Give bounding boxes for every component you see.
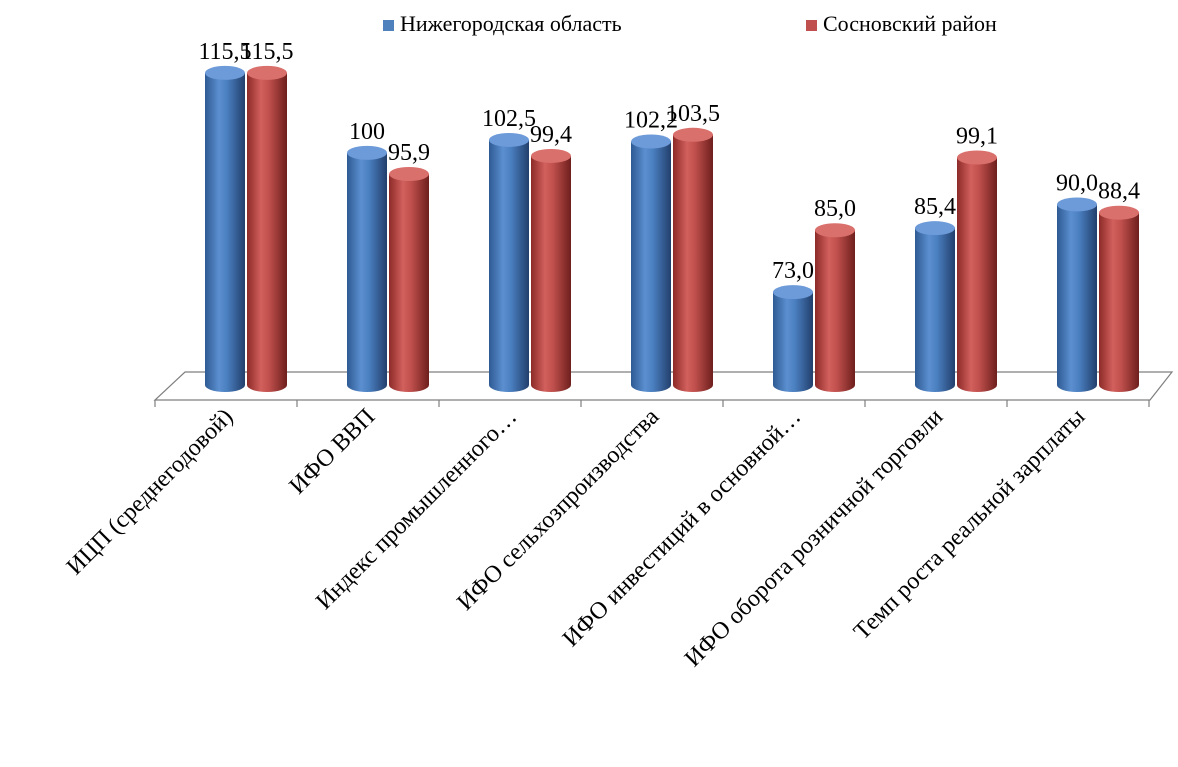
bars-group bbox=[205, 65, 1139, 392]
bar bbox=[673, 127, 713, 392]
data-label: 73,0 bbox=[772, 258, 814, 284]
category-label: ИФО ВВП bbox=[285, 404, 381, 500]
data-label: 85,0 bbox=[814, 196, 856, 222]
category-label: ИФО оборота розничной торговли bbox=[680, 404, 948, 672]
bar bbox=[389, 167, 429, 392]
legend-label: Нижегородская область bbox=[400, 11, 622, 36]
bar bbox=[1057, 197, 1097, 392]
legend-label: Сосновский район bbox=[823, 11, 997, 36]
data-label: 102,5 bbox=[482, 106, 536, 132]
data-label: 103,5 bbox=[666, 101, 720, 127]
data-label: 100 bbox=[349, 119, 385, 145]
category-label: ИЦП (среднегодовой) bbox=[62, 404, 238, 580]
bar bbox=[815, 223, 855, 392]
bar bbox=[205, 65, 245, 392]
data-label: 95,9 bbox=[388, 140, 430, 166]
bar bbox=[247, 65, 287, 392]
bar bbox=[915, 221, 955, 392]
legend-swatch bbox=[383, 20, 394, 31]
legend-item: Нижегородская область bbox=[383, 11, 622, 36]
bar bbox=[347, 145, 387, 392]
data-label: 88,4 bbox=[1098, 179, 1140, 205]
data-label: 90,0 bbox=[1056, 170, 1098, 196]
data-label: 85,4 bbox=[914, 194, 956, 220]
category-label: ИФО инвестиций в основной… bbox=[558, 404, 806, 652]
bar bbox=[1099, 205, 1139, 392]
data-label: 99,1 bbox=[956, 124, 998, 150]
bar bbox=[531, 148, 571, 392]
data-label: 115,5 bbox=[198, 39, 251, 65]
data-label: 102,2 bbox=[624, 108, 678, 134]
bar bbox=[957, 150, 997, 392]
bar bbox=[773, 285, 813, 392]
category-label: Темп роста реальной зарплаты bbox=[849, 404, 1090, 645]
bar bbox=[631, 134, 671, 392]
legend-item: Сосновский район bbox=[806, 11, 997, 36]
legend: Нижегородская область Сосновский район bbox=[383, 11, 997, 36]
data-label: 99,4 bbox=[530, 122, 572, 148]
data-label: 115,5 bbox=[240, 39, 293, 65]
bar bbox=[489, 132, 529, 392]
legend-swatch bbox=[806, 20, 817, 31]
